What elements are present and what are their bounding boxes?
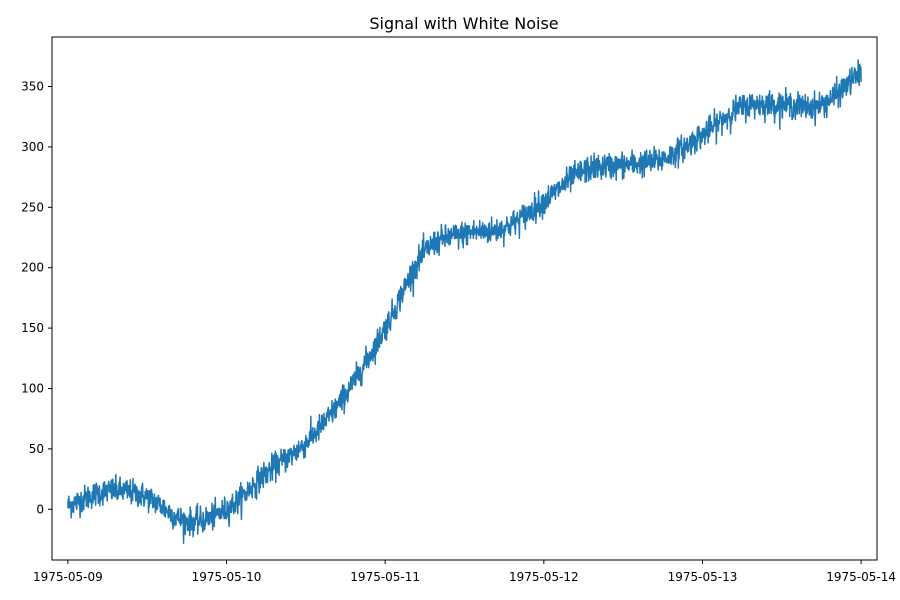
x-tick-label: 1975-05-14	[826, 570, 896, 584]
y-tick-label: 150	[21, 321, 44, 335]
y-tick-label: 0	[36, 502, 44, 516]
y-tick-label: 300	[21, 140, 44, 154]
x-tick-label: 1975-05-10	[192, 570, 262, 584]
series-layer	[67, 59, 862, 544]
chart-title: Signal with White Noise	[369, 14, 558, 33]
plot-frame	[51, 36, 878, 561]
y-tick-label: 100	[21, 381, 44, 395]
y-axis: 0 50 100 150 200 250 300 350	[21, 80, 52, 516]
x-tick-label: 1975-05-09	[33, 570, 103, 584]
x-tick-label: 1975-05-13	[668, 570, 738, 584]
x-axis: 1975-05-09 1975-05-10 1975-05-11 1975-05-12…	[33, 560, 896, 584]
y-tick-label: 200	[21, 261, 44, 275]
y-tick-label: 250	[21, 200, 44, 214]
x-tick-label: 1975-05-11	[350, 570, 420, 584]
y-tick-label: 50	[29, 442, 44, 456]
series-line	[67, 59, 862, 544]
y-tick-label: 350	[21, 80, 44, 94]
x-tick-label: 1975-05-12	[509, 570, 579, 584]
